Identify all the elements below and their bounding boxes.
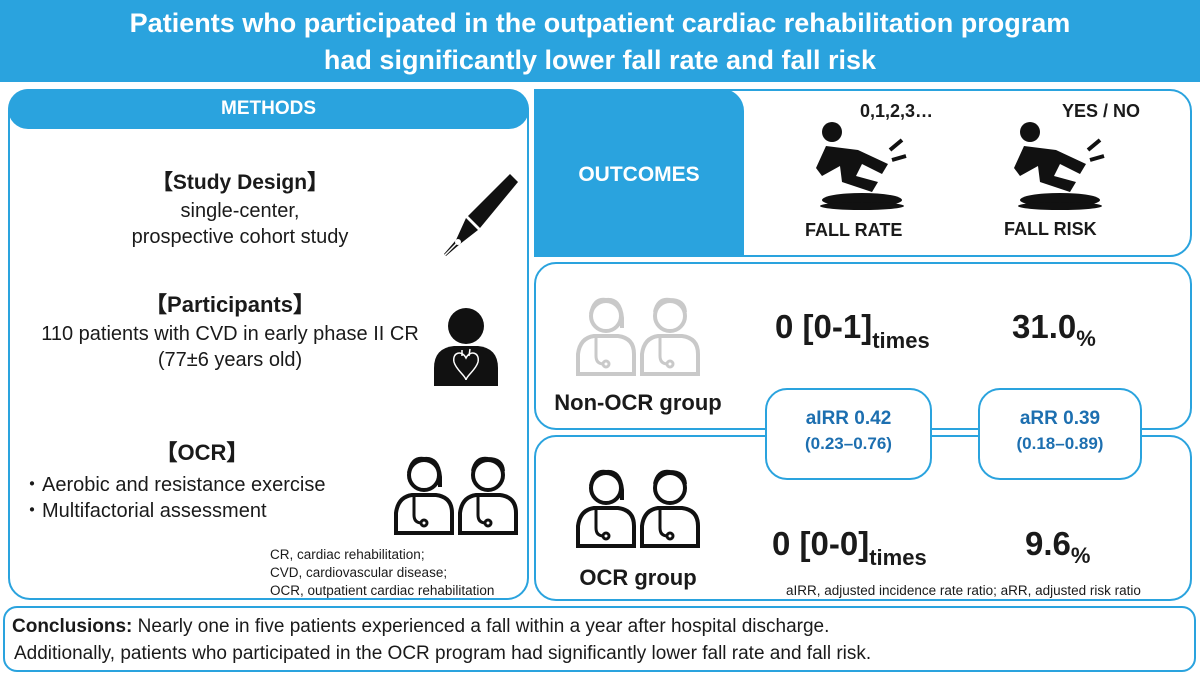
methods-heading: METHODS bbox=[8, 89, 529, 129]
abbreviation-line: CR, cardiac rehabilitation; bbox=[270, 547, 425, 562]
study-design-line2: prospective cohort study bbox=[131, 226, 349, 248]
non-ocr-risk-value: 31.0 bbox=[1012, 308, 1077, 345]
title-line-2: had significantly lower fall rate and fa… bbox=[323, 45, 877, 75]
study-design-line1: single-center, bbox=[180, 200, 300, 222]
conclusions-label: Conclusions: bbox=[12, 616, 133, 637]
participants-block: 【Participants】 110 patients with CVD in … bbox=[10, 292, 450, 373]
arr-value: aRR 0.39 bbox=[1019, 408, 1101, 429]
arr-bubble: aRR 0.39 (0.18–0.89) bbox=[978, 388, 1142, 480]
ocr-rate-unit: times bbox=[869, 545, 927, 570]
methods-abbreviations: CR, cardiac rehabilitation; CVD, cardiov… bbox=[270, 546, 530, 600]
outcome-abbreviations: aIRR, adjusted incidence rate ratio; aRR… bbox=[786, 583, 1141, 598]
study-design-block: 【Study Design】 single-center, prospectiv… bbox=[60, 170, 420, 250]
ocr-title: 【OCR】 bbox=[155, 440, 249, 465]
ocr-fall-risk: 9.6% bbox=[1025, 525, 1090, 569]
non-ocr-group-label: Non-OCR group bbox=[554, 390, 722, 415]
non-ocr-fall-rate: 0 [0-1]times bbox=[775, 308, 930, 354]
non-ocr-risk-unit: % bbox=[1076, 326, 1096, 351]
falling-person-icon bbox=[816, 122, 907, 210]
ocr-risk-unit: % bbox=[1070, 543, 1091, 568]
participants-title: 【Participants】 bbox=[145, 292, 315, 317]
conclusions-line1: Conclusions: Nearly one in five patients… bbox=[12, 616, 829, 638]
patient-heart-icon bbox=[434, 308, 498, 386]
pen-nib-icon bbox=[444, 174, 518, 256]
airr-ci: (0.23–0.76) bbox=[805, 434, 892, 453]
abbreviation-line: OCR, outpatient cardiac rehabilitation bbox=[270, 583, 495, 598]
outcomes-heading: OUTCOMES bbox=[578, 163, 700, 186]
outcomes-tab: OUTCOMES bbox=[534, 89, 744, 257]
abbreviation-line: CVD, cardiovascular disease; bbox=[270, 565, 448, 580]
participants-line1: 110 patients with CVD in early phase II … bbox=[41, 323, 419, 345]
ocr-risk-value: 9.6 bbox=[1025, 525, 1071, 562]
study-design-title: 【Study Design】 bbox=[151, 171, 329, 194]
ocr-rate-value: 0 [0-0] bbox=[772, 525, 870, 562]
conclusions-text-1: Nearly one in five patients experienced … bbox=[132, 616, 830, 637]
non-ocr-fall-risk: 31.0% bbox=[1012, 308, 1096, 352]
non-ocr-rate-unit: times bbox=[872, 328, 930, 353]
arr-ci: (0.18–0.89) bbox=[1016, 434, 1104, 453]
fall-rate-label: FALL RATE bbox=[805, 220, 903, 240]
fall-risk-label: FALL RISK bbox=[1004, 219, 1097, 239]
title-line-1: Patients who participated in the outpati… bbox=[129, 8, 1071, 38]
doctors-icon bbox=[576, 469, 700, 548]
doctors-icon bbox=[394, 456, 518, 535]
ocr-fall-rate: 0 [0-0]times bbox=[772, 525, 927, 571]
ocr-bullet: ・Multifactorial assessment bbox=[22, 500, 267, 522]
non-ocr-rate-value: 0 [0-1] bbox=[775, 308, 873, 345]
airr-value: aIRR 0.42 bbox=[805, 408, 892, 429]
methods-panel bbox=[8, 89, 529, 600]
ocr-block: 【OCR】 ・Aerobic and resistance exercise ・… bbox=[22, 435, 382, 524]
title-banner: Patients who participated in the outpati… bbox=[0, 0, 1200, 82]
ocr-group-label: OCR group bbox=[579, 565, 697, 590]
falling-person-icon bbox=[1014, 122, 1105, 210]
conclusions-line2: Additionally, patients who participated … bbox=[14, 643, 872, 664]
fall-risk-scale: YES / NO bbox=[1062, 101, 1141, 121]
participants-line2: (77±6 years old) bbox=[157, 349, 303, 371]
doctors-icon bbox=[576, 297, 700, 376]
ocr-bullet: ・Aerobic and resistance exercise bbox=[22, 474, 326, 496]
conclusions-panel bbox=[3, 606, 1196, 672]
airr-bubble: aIRR 0.42 (0.23–0.76) bbox=[765, 388, 932, 480]
fall-rate-scale: 0,1,2,3… bbox=[860, 101, 934, 121]
